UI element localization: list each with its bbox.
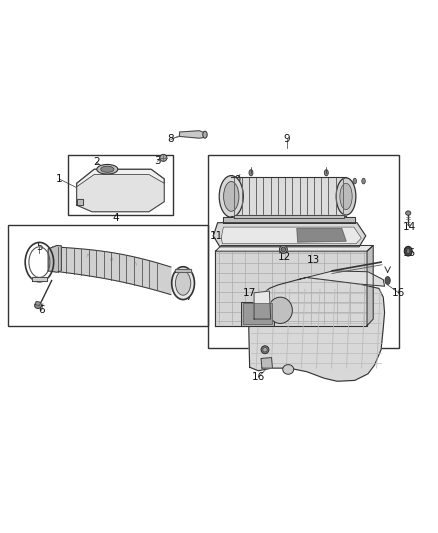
Bar [68, 155, 173, 215]
Polygon shape [215, 251, 367, 326]
Text: 11: 11 [210, 231, 223, 241]
Ellipse shape [249, 169, 253, 176]
Ellipse shape [406, 211, 411, 215]
Text: 2: 2 [93, 157, 100, 167]
Ellipse shape [268, 297, 293, 324]
Bar [243, 303, 272, 324]
Ellipse shape [362, 178, 365, 184]
Polygon shape [261, 358, 272, 368]
Text: 8: 8 [167, 134, 174, 144]
Ellipse shape [353, 178, 357, 184]
Polygon shape [180, 131, 205, 138]
Bar [208, 155, 399, 348]
Text: 17: 17 [243, 288, 256, 298]
Polygon shape [48, 246, 61, 272]
Ellipse shape [160, 155, 167, 161]
Ellipse shape [172, 266, 194, 300]
Text: 16: 16 [252, 372, 265, 382]
Ellipse shape [263, 348, 267, 352]
Polygon shape [35, 302, 41, 305]
Text: 14: 14 [403, 222, 416, 232]
Text: 15: 15 [403, 248, 416, 259]
Ellipse shape [385, 277, 390, 285]
Text: 12: 12 [278, 252, 291, 262]
Ellipse shape [404, 246, 412, 256]
Polygon shape [32, 277, 47, 280]
Ellipse shape [175, 271, 191, 295]
Text: 5: 5 [36, 242, 43, 252]
Polygon shape [297, 229, 346, 242]
Ellipse shape [406, 248, 410, 254]
Ellipse shape [261, 346, 269, 354]
Text: 1: 1 [56, 174, 63, 184]
Text: 16: 16 [392, 288, 405, 298]
Polygon shape [77, 169, 164, 187]
Ellipse shape [279, 246, 287, 253]
Polygon shape [213, 223, 366, 247]
Polygon shape [53, 247, 171, 295]
Text: 9: 9 [283, 134, 290, 144]
Text: 13: 13 [307, 255, 320, 265]
Text: 7: 7 [185, 292, 192, 302]
Text: 3: 3 [154, 156, 161, 166]
Ellipse shape [340, 183, 352, 209]
Ellipse shape [219, 175, 244, 217]
Ellipse shape [101, 166, 114, 172]
Polygon shape [221, 227, 361, 244]
Bar [231, 177, 346, 216]
Ellipse shape [283, 365, 293, 374]
Ellipse shape [324, 169, 328, 176]
Ellipse shape [35, 302, 42, 309]
Polygon shape [223, 216, 355, 223]
Ellipse shape [203, 131, 207, 138]
Text: 6: 6 [38, 305, 45, 316]
Bar [241, 302, 274, 326]
Polygon shape [298, 271, 385, 286]
Text: 4: 4 [113, 213, 120, 223]
Ellipse shape [97, 165, 118, 174]
Polygon shape [254, 291, 271, 319]
Polygon shape [249, 278, 385, 381]
Polygon shape [367, 246, 373, 326]
Polygon shape [175, 269, 191, 272]
Text: 10: 10 [229, 175, 242, 185]
Polygon shape [77, 169, 164, 212]
Bar [8, 225, 208, 326]
Polygon shape [77, 199, 83, 205]
Ellipse shape [336, 178, 356, 215]
Ellipse shape [281, 247, 286, 252]
Ellipse shape [224, 182, 239, 211]
Polygon shape [215, 246, 373, 251]
Polygon shape [234, 215, 344, 219]
